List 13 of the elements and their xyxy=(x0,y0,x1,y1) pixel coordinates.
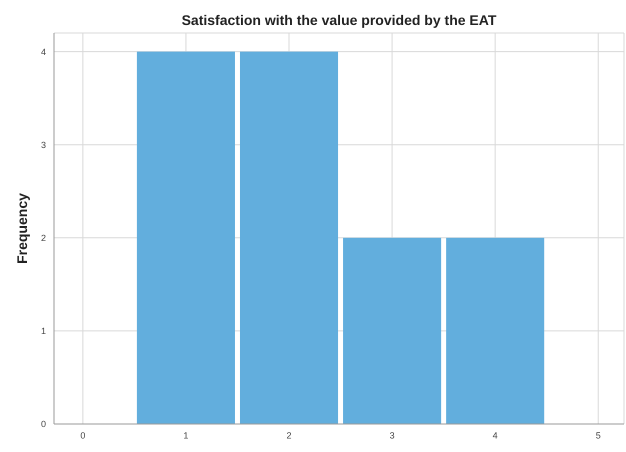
chart-title: Satisfaction with the value provided by the EAT xyxy=(180,12,498,28)
y-tick-label: 2 xyxy=(40,233,46,244)
y-tick-label: 3 xyxy=(40,140,46,150)
x-tick-label: 4 xyxy=(492,430,498,440)
y-tick-label: 1 xyxy=(40,326,46,336)
y-tick-label: 0 xyxy=(40,419,46,430)
y-axis-title: Frequency xyxy=(14,192,30,264)
y-tick-label: 4 xyxy=(40,46,46,57)
x-tick-label: 2 xyxy=(286,430,292,440)
x-tick-label: 3 xyxy=(390,430,395,440)
x-tick-label: 1 xyxy=(183,430,188,440)
x-tick-label: 5 xyxy=(596,430,601,440)
x-tick-label: 0 xyxy=(80,430,86,440)
